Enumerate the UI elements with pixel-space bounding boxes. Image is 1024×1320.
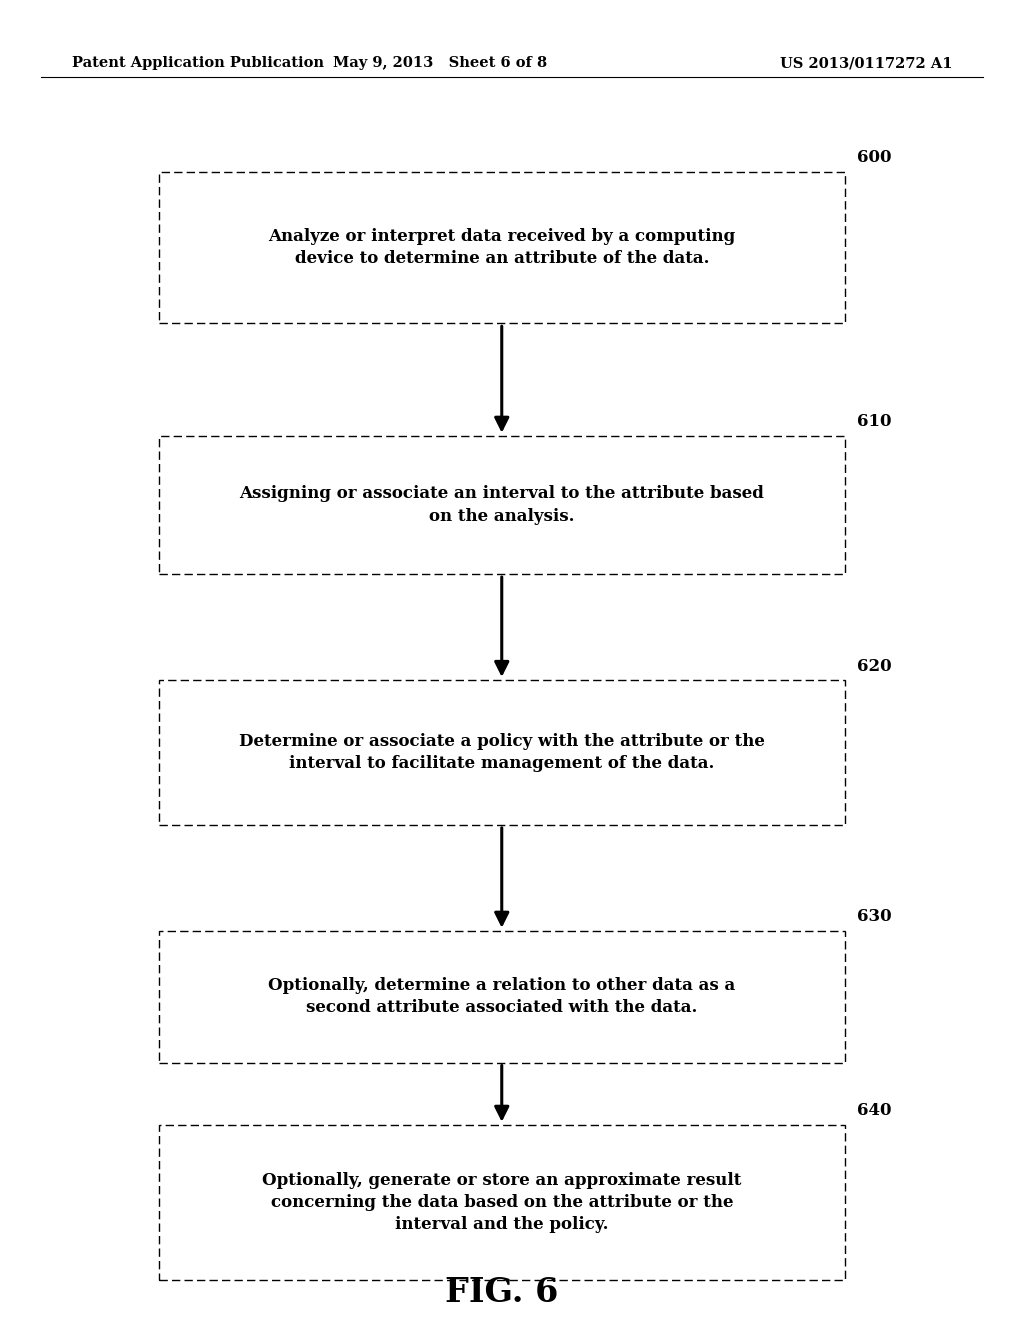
Text: Analyze or interpret data received by a computing
device to determine an attribu: Analyze or interpret data received by a … (268, 228, 735, 267)
Text: 610: 610 (857, 413, 892, 430)
FancyBboxPatch shape (159, 436, 845, 574)
FancyBboxPatch shape (159, 680, 845, 825)
Text: 620: 620 (857, 657, 892, 675)
Text: 640: 640 (857, 1102, 892, 1119)
Text: Patent Application Publication: Patent Application Publication (72, 57, 324, 70)
FancyBboxPatch shape (159, 1125, 845, 1280)
Text: Optionally, determine a relation to other data as a
second attribute associated : Optionally, determine a relation to othe… (268, 977, 735, 1016)
Text: Optionally, generate or store an approximate result
concerning the data based on: Optionally, generate or store an approxi… (262, 1172, 741, 1233)
Text: 630: 630 (857, 908, 892, 925)
Text: US 2013/0117272 A1: US 2013/0117272 A1 (780, 57, 952, 70)
Text: FIG. 6: FIG. 6 (445, 1276, 558, 1309)
Text: Determine or associate a policy with the attribute or the
interval to facilitate: Determine or associate a policy with the… (239, 733, 765, 772)
Text: Assigning or associate an interval to the attribute based
on the analysis.: Assigning or associate an interval to th… (240, 486, 764, 524)
Text: May 9, 2013   Sheet 6 of 8: May 9, 2013 Sheet 6 of 8 (333, 57, 548, 70)
Text: 600: 600 (857, 149, 892, 166)
FancyBboxPatch shape (159, 931, 845, 1063)
FancyBboxPatch shape (159, 172, 845, 323)
